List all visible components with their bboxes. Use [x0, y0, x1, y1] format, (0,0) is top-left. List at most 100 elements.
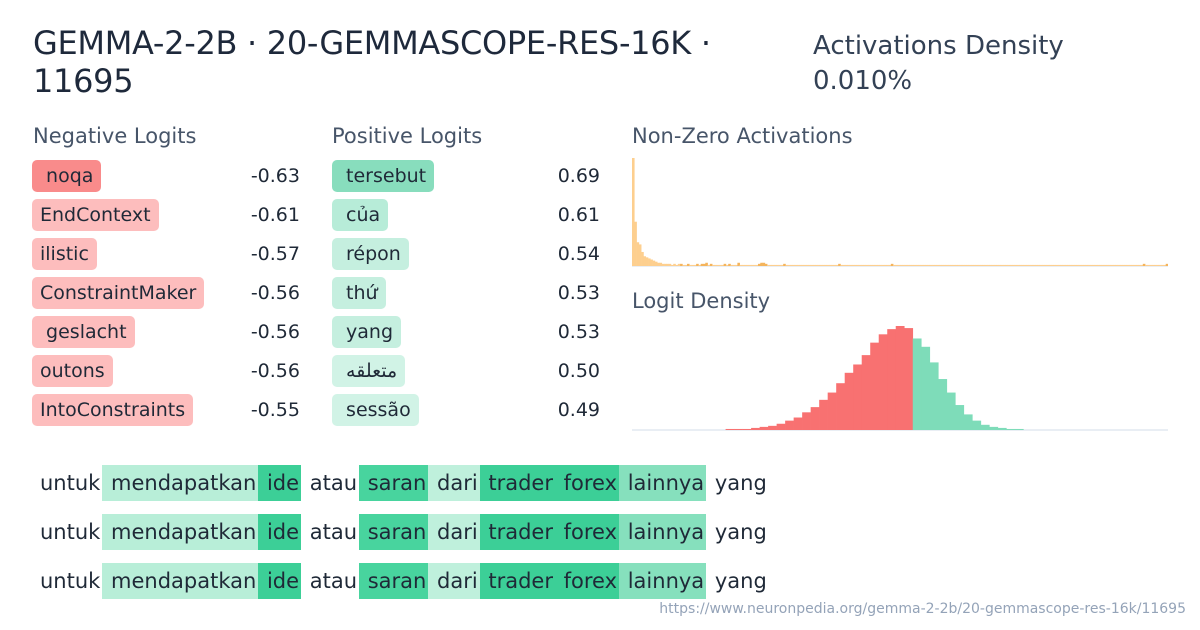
activation-bar	[1037, 264, 1041, 266]
snippet-token: forex	[554, 465, 620, 501]
activation-bar	[996, 264, 999, 266]
activation-bar	[686, 263, 690, 266]
activation-bar	[684, 264, 688, 266]
activation-bar	[1030, 264, 1034, 266]
negative-density-bar	[895, 326, 905, 430]
activation-bar	[1124, 264, 1128, 266]
positive-logit-token: của	[332, 199, 389, 231]
negative-logit-token: ilistic	[32, 238, 97, 270]
activation-bar	[879, 264, 882, 266]
positive-density-bar	[946, 392, 956, 430]
activation-bar	[929, 264, 933, 266]
activation-bar	[760, 262, 763, 266]
activation-bar	[1044, 264, 1047, 266]
activation-bar	[1151, 264, 1155, 266]
activation-bar	[1108, 264, 1112, 266]
activation-bar	[1035, 264, 1038, 266]
activation-bar	[954, 264, 958, 266]
negative-density-bar	[768, 425, 777, 430]
snippet-token: mendapatkan	[102, 465, 259, 501]
activation-bar	[762, 262, 766, 266]
activation-bar	[1142, 263, 1146, 266]
activation-bar	[737, 262, 740, 266]
positive-logit-token: yang	[332, 316, 402, 348]
activation-bar	[741, 264, 745, 266]
positive-density-bar	[997, 427, 1007, 430]
activation-bar	[755, 264, 759, 266]
activation-bar	[664, 263, 667, 266]
positive-logit-token: tersebut	[332, 160, 435, 192]
activation-bar	[991, 264, 995, 266]
snippet-token: atau	[303, 569, 358, 593]
activation-bar	[703, 263, 706, 266]
activation-bar	[1005, 264, 1008, 266]
snippet-token: untuk	[40, 569, 101, 593]
activation-bar	[1060, 264, 1063, 266]
negative-density-bar	[853, 364, 863, 430]
negative-density-bar	[742, 428, 752, 430]
positive-logit-row: yang 0.53	[332, 316, 600, 355]
activation-bar	[854, 264, 857, 266]
negative-density-bar	[870, 342, 880, 430]
negative-density-bar	[844, 372, 854, 430]
activation-bar	[1055, 264, 1059, 266]
activation-bar	[865, 264, 869, 266]
activation-bar	[1014, 264, 1018, 266]
activation-bar	[847, 264, 850, 266]
activation-bar	[856, 264, 860, 266]
activation-bar	[819, 264, 823, 266]
activation-bar	[634, 221, 637, 266]
positive-logit-value: 0.53	[557, 321, 600, 343]
activation-bar	[799, 264, 802, 266]
activation-bar	[1103, 264, 1107, 266]
positive-logit-value: 0.69	[557, 165, 600, 187]
activation-bar	[812, 264, 816, 266]
activation-bar	[732, 264, 736, 266]
negative-density-bar	[878, 334, 888, 430]
negative-logit-value: -0.61	[250, 204, 300, 226]
activation-bar	[1025, 264, 1029, 266]
activation-bar	[645, 257, 649, 266]
activation-bar	[980, 264, 983, 266]
activation-bar	[1163, 264, 1167, 266]
activation-bar	[890, 263, 894, 266]
positive-logit-row: sessão 0.49	[332, 394, 600, 433]
snippet-token: dari	[428, 563, 480, 599]
activation-bar	[739, 264, 743, 266]
activation-bar	[680, 263, 683, 266]
activation-bar	[1106, 264, 1109, 266]
activation-bar	[1092, 264, 1096, 266]
activation-bar	[725, 264, 729, 266]
positive-density-bar	[938, 379, 948, 430]
activation-bar	[787, 264, 791, 266]
activation-bar	[803, 264, 807, 266]
negative-logit-token: ConstraintMaker	[32, 277, 205, 309]
activation-bar	[693, 264, 697, 266]
activation-bar	[851, 264, 855, 266]
activation-bar	[1016, 264, 1020, 266]
negative-logit-value: -0.56	[250, 360, 300, 382]
activation-bar	[1149, 264, 1153, 266]
activation-bar	[700, 263, 704, 266]
activation-snippet: untuk mendapatkan ide atau saran dari tr…	[38, 465, 769, 501]
negative-logit-token: IntoConstraints	[32, 394, 194, 426]
activation-bar	[696, 263, 699, 266]
activation-bar	[957, 264, 960, 266]
activation-bar	[1039, 264, 1043, 266]
negative-logits-heading: Negative Logits	[33, 124, 197, 148]
activation-bar	[780, 264, 784, 266]
activation-bar	[744, 264, 747, 266]
activation-bar	[783, 263, 786, 266]
activation-bar	[1113, 264, 1116, 266]
activation-bar	[1122, 264, 1125, 266]
activation-bar	[870, 264, 873, 266]
activation-bar	[906, 264, 910, 266]
snippet-token: saran	[359, 514, 429, 550]
activation-bar	[1147, 264, 1150, 266]
snippet-token: saran	[359, 465, 429, 501]
snippet-token: dari	[428, 514, 480, 550]
activation-bar	[654, 261, 658, 266]
activation-bar	[721, 264, 724, 266]
positive-density-bar	[929, 362, 939, 430]
negative-density-bar	[810, 407, 820, 430]
